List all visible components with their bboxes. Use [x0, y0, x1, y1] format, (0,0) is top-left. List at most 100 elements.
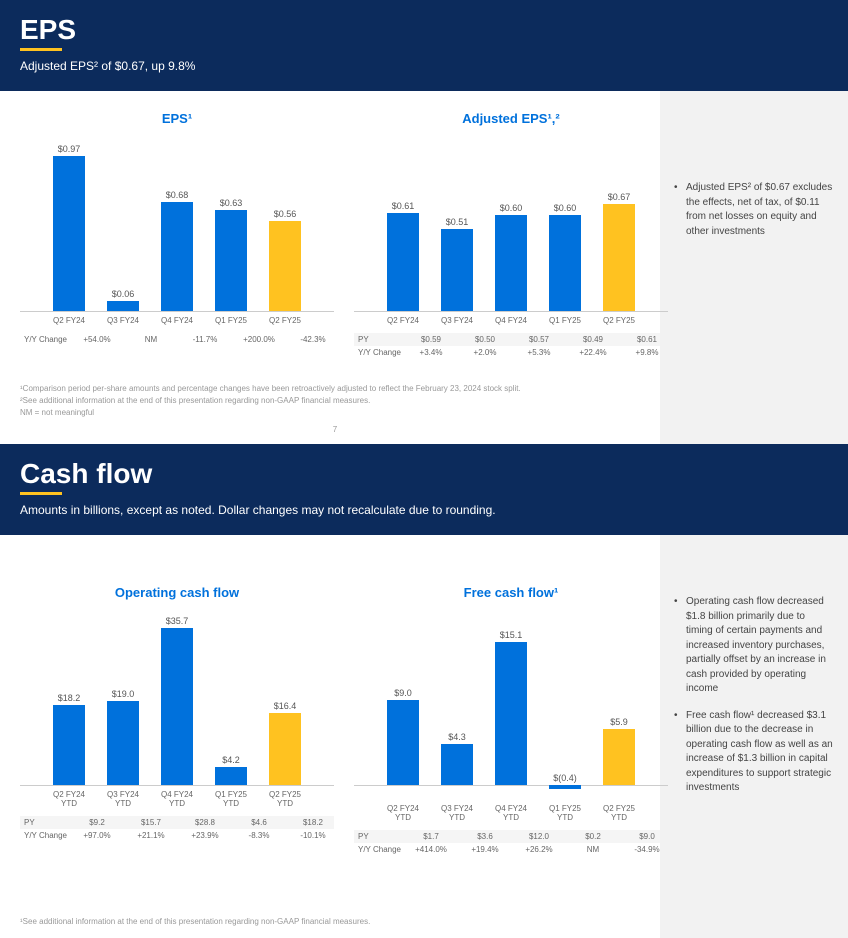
slide-cashflow: Cash flow Amounts in billions, except as…	[0, 444, 848, 938]
row-cell: -42.3%	[292, 335, 334, 344]
bar-value-label: $15.1	[500, 630, 523, 640]
bar-category-label: Q2 FY24 YTD	[382, 804, 424, 822]
page-subtitle: Adjusted EPS² of $0.67, up 9.8%	[20, 59, 828, 73]
bar-value-label: $0.51	[446, 217, 469, 227]
sidebar-notes: •Operating cash flow decreased $1.8 bill…	[660, 535, 848, 938]
bullet-icon: •	[674, 709, 686, 796]
row-cell: $9.2	[76, 818, 118, 827]
bar-value-label: $(0.4)	[553, 773, 577, 783]
bullet-text: Operating cash flow decreased $1.8 billi…	[686, 595, 834, 697]
bar-value-label: $0.61	[392, 201, 415, 211]
row-cell: $3.6	[464, 832, 506, 841]
row-cell: +5.3%	[518, 348, 560, 357]
chart-bar	[387, 700, 419, 786]
bullet-text: Adjusted EPS² of $0.67 excludes the effe…	[686, 181, 834, 239]
row-label: Y/Y Change	[354, 348, 410, 357]
bar-value-label: $0.63	[220, 198, 243, 208]
page-number: 7	[20, 425, 650, 434]
chart-bar	[269, 221, 301, 311]
row-cell: +19.4%	[464, 845, 506, 854]
row-label: PY	[354, 335, 410, 344]
bar-wrap: $0.67	[598, 192, 640, 311]
row-cell: -10.1%	[292, 831, 334, 840]
table-row: PY$9.2$15.7$28.8$4.6$18.2	[20, 816, 334, 829]
bullet-text: Free cash flow¹ decreased $3.1 billion d…	[686, 709, 834, 796]
row-cell: $0.50	[464, 335, 506, 344]
row-cell: NM	[572, 845, 614, 854]
bullet-item: •Free cash flow¹ decreased $3.1 billion …	[674, 709, 834, 796]
table-row: PY$1.7$3.6$12.0$0.2$9.0	[354, 830, 668, 843]
footnote-line: NM = not meaningful	[20, 407, 650, 419]
table-row: Y/Y Change+97.0%+21.1%+23.9%-8.3%-10.1%	[20, 829, 334, 842]
chart-bar	[387, 213, 419, 311]
row-label: PY	[20, 818, 76, 827]
bar-wrap: $15.1	[490, 630, 532, 785]
footnote-line: ²See additional information at the end o…	[20, 395, 650, 407]
bar-category-label: Q2 FY25	[264, 316, 306, 325]
bar-wrap: $4.2	[210, 755, 252, 785]
slide-eps: EPS Adjusted EPS² of $0.67, up 9.8% EPS ¹…	[0, 0, 848, 444]
bar-value-label: $0.67	[608, 192, 631, 202]
bar-category-label: Q3 FY24 YTD	[102, 790, 144, 808]
accent-bar	[20, 492, 62, 495]
row-cell: +97.0%	[76, 831, 118, 840]
bar-wrap: $0.51	[436, 217, 478, 311]
chart-operating-cash-flow: Operating cash flow $18.2 $19.0 $35.7 $4.2 $…	[20, 585, 334, 856]
chart-bar	[215, 767, 247, 785]
chart-bar	[495, 215, 527, 311]
chart-title: Adjusted EPS¹,²	[354, 111, 668, 126]
slide-header: EPS Adjusted EPS² of $0.67, up 9.8%	[0, 0, 848, 91]
bar-value-label: $0.60	[554, 203, 577, 213]
row-cell: $15.7	[130, 818, 172, 827]
row-cell: -11.7%	[184, 335, 226, 344]
bar-wrap: $0.97	[48, 144, 90, 311]
chart-bar	[549, 785, 581, 789]
bar-category-label: Q4 FY24	[156, 316, 198, 325]
table-row: PY$0.59$0.50$0.57$0.49$0.61	[354, 333, 668, 346]
row-cell: $0.49	[572, 335, 614, 344]
bullet-icon: •	[674, 181, 686, 239]
bar-category-label: Q3 FY24 YTD	[436, 804, 478, 822]
bar-wrap: $0.56	[264, 209, 306, 311]
table-row: Y/Y Change+3.4%+2.0%+5.3%+22.4%+9.8%	[354, 346, 668, 359]
chart-bar	[107, 701, 139, 785]
row-cell: $1.7	[410, 832, 452, 841]
bar-value-label: $19.0	[112, 689, 135, 699]
chart-eps: EPS¹ $0.97$0.06$0.68$0.63$0.56 Q2 FY24Q3…	[20, 111, 334, 359]
chart-bar	[441, 744, 473, 785]
page-title: EPS	[20, 14, 828, 46]
chart-bar	[269, 713, 301, 785]
row-cell: +22.4%	[572, 348, 614, 357]
bar-category-label: Q2 FY25 YTD	[264, 790, 306, 808]
bar-category-label: Q2 FY25 YTD	[598, 804, 640, 822]
bar-value-label: $18.2	[58, 693, 81, 703]
chart-bar	[549, 215, 581, 311]
row-cell: $0.2	[572, 832, 614, 841]
bar-value-label: $0.06	[112, 289, 135, 299]
chart-bar	[107, 301, 139, 311]
bar-value-label: $4.2	[222, 755, 240, 765]
bar-wrap: $18.2	[48, 693, 90, 785]
bullet-icon: •	[674, 595, 686, 697]
row-cell: $0.59	[410, 335, 452, 344]
bar-category-label: Q1 FY25	[210, 316, 252, 325]
chart-bar	[161, 628, 193, 785]
bar-value-label: $5.9	[610, 717, 628, 727]
chart-free-cash-flow: Free cash flow¹ $9.0$4.3$15.1$(0.4)$5.9 …	[354, 585, 668, 856]
bar-value-label: $35.7	[166, 616, 189, 626]
bar-wrap: $0.63	[210, 198, 252, 311]
footnotes: ¹Comparison period per-share amounts and…	[20, 383, 650, 419]
chart-title: Operating cash flow	[20, 585, 334, 600]
chart-bar	[603, 729, 635, 785]
bar-wrap: $0.61	[382, 201, 424, 311]
chart-bar	[53, 705, 85, 785]
bar-wrap: $19.0	[102, 689, 144, 785]
bar-wrap: $35.7	[156, 616, 198, 785]
bar-wrap: $16.4	[264, 701, 306, 785]
row-cell: +54.0%	[76, 335, 118, 344]
bar-category-label: Q2 FY24 YTD	[48, 790, 90, 808]
bar-value-label: $16.4	[274, 701, 297, 711]
bar-category-label: Q3 FY24	[436, 316, 478, 325]
chart-bar	[441, 229, 473, 311]
bar-value-label: $9.0	[394, 688, 412, 698]
